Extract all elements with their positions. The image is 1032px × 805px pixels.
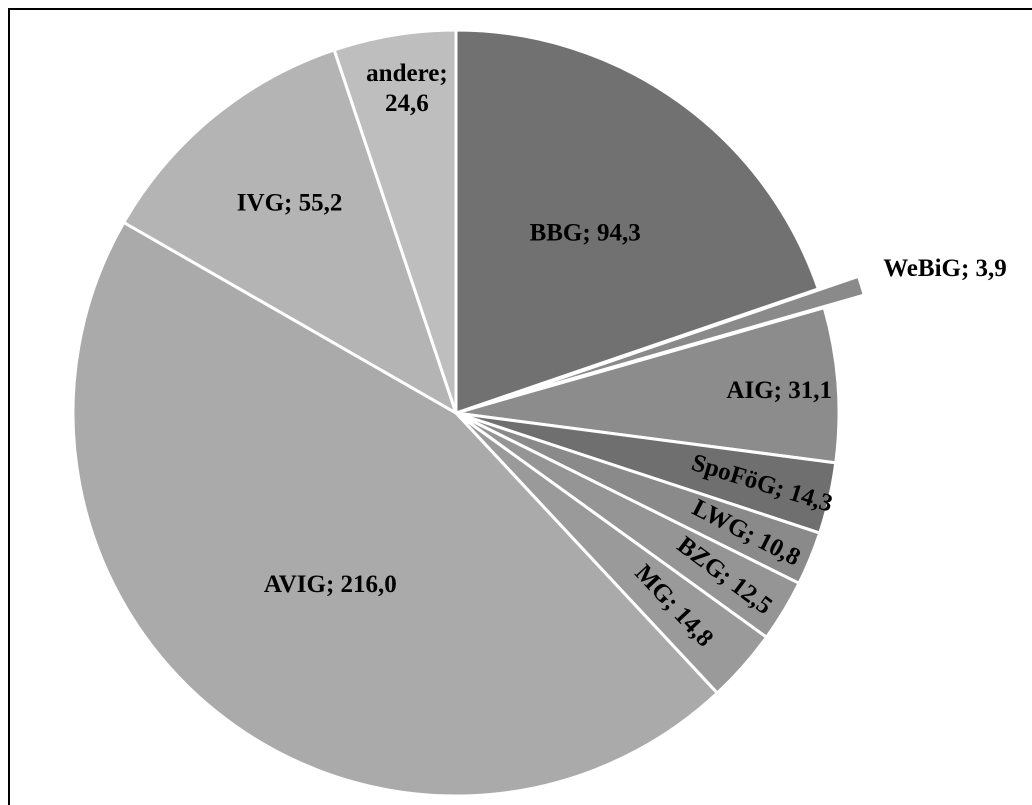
- pie-slice-ivg: [122, 48, 458, 415]
- pie-slice-andere: [332, 28, 458, 415]
- slice-label-avig: AVIG; 216,0: [264, 571, 397, 598]
- slice-label-aig: AIG; 31,1: [726, 377, 832, 404]
- slice-label-webig: WeBiG; 3,9: [883, 255, 1007, 282]
- pie-slice-avig: [71, 220, 719, 798]
- slice-label-andere: andere; 24,6: [366, 60, 447, 117]
- pie-slices: [71, 28, 866, 798]
- slice-label-ivg: IVG; 55,2: [237, 190, 343, 217]
- pie-slice-webig: [494, 274, 866, 402]
- slice-label-bbg: BBG; 94,3: [530, 219, 641, 246]
- pie-slice-bbg: [454, 28, 820, 415]
